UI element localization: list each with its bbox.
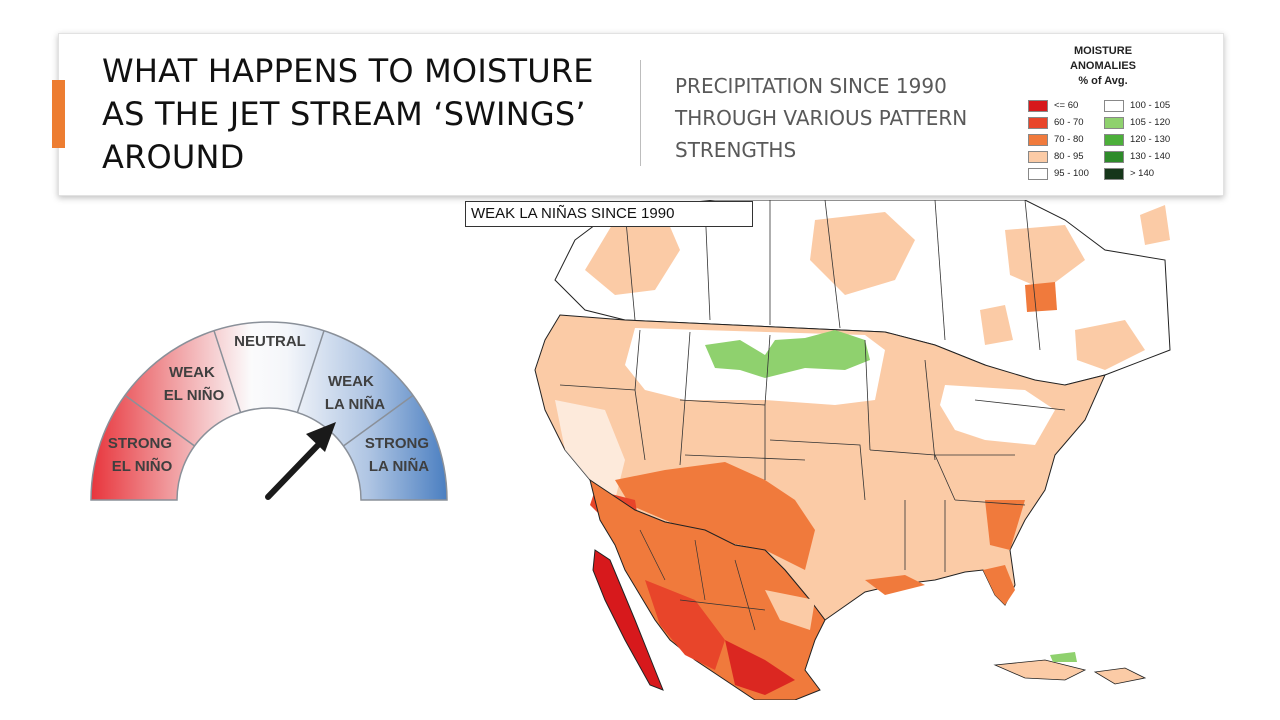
gauge-arc — [90, 321, 448, 501]
moisture-legend: MOISTURE ANOMALIES % of Avg. <= 60 60 - … — [1018, 42, 1218, 188]
legend-item: 95 - 100 — [1028, 167, 1089, 180]
legend-title-line: MOISTURE — [1073, 45, 1133, 57]
legend-swatch — [1104, 116, 1124, 129]
legend-swatch — [1028, 150, 1048, 163]
enso-gauge: STRONG EL NIÑO WEAK EL NIÑO NEUTRAL WEAK… — [90, 321, 448, 501]
canada-region — [554, 200, 1171, 391]
legend-label: <= 60 — [1054, 100, 1079, 111]
usa-region — [534, 314, 1106, 621]
gauge-dividers — [124, 330, 414, 447]
gauge-label-weak-la-nina: WEAK LA NIÑA — [325, 373, 385, 413]
legend-label: 70 - 80 — [1054, 134, 1084, 145]
gauge-label-strong-el-nino: STRONG EL NIÑO — [108, 435, 176, 475]
legend-label: 105 - 120 — [1130, 117, 1171, 128]
legend-item: 80 - 95 — [1028, 150, 1084, 163]
caribbean-islands — [993, 652, 1147, 685]
slide-subtitle: PRECIPITATION SINCE 1990 THROUGH VARIOUS… — [675, 74, 968, 162]
legend-swatch — [1104, 99, 1124, 112]
gauge-pointer-arrow — [265, 422, 336, 500]
legend-swatch — [1028, 116, 1048, 129]
legend-label: > 140 — [1130, 168, 1155, 179]
legend-label: 60 - 70 — [1054, 117, 1084, 128]
legend-item: 130 - 140 — [1104, 150, 1170, 163]
legend-item: 105 - 120 — [1104, 116, 1170, 129]
slide-title: WHAT HAPPENS TO MOISTURE AS THE JET STRE… — [102, 52, 594, 176]
legend-swatch — [1028, 133, 1048, 146]
gauge-label-neutral: NEUTRAL — [234, 333, 306, 350]
legend-swatch — [1104, 150, 1124, 163]
legend-label: 120 - 130 — [1130, 134, 1171, 145]
accent-bar — [52, 80, 65, 148]
legend-item: 60 - 70 — [1028, 116, 1084, 129]
legend-label: 130 - 140 — [1130, 151, 1171, 162]
legend-item: <= 60 — [1028, 99, 1078, 112]
legend-item: 70 - 80 — [1028, 133, 1084, 146]
legend-title-line: % of Avg. — [1078, 75, 1128, 87]
legend-item: > 140 — [1104, 167, 1154, 180]
legend-label: 80 - 95 — [1054, 151, 1084, 162]
legend-swatch — [1104, 167, 1124, 180]
legend-swatch — [1028, 99, 1048, 112]
legend-label: 95 - 100 — [1054, 168, 1089, 179]
legend-swatch — [1104, 133, 1124, 146]
gauge-label-weak-el-nino: WEAK EL NIÑO — [164, 364, 225, 404]
header-divider — [640, 60, 641, 166]
legend-item: 120 - 130 — [1104, 133, 1170, 146]
legend-item: 100 - 105 — [1104, 99, 1170, 112]
map-label: WEAK LA NIÑAS SINCE 1990 — [465, 201, 753, 227]
mexico-region — [589, 478, 826, 700]
legend-title-line: ANOMALIES — [1070, 60, 1136, 72]
legend-title: MOISTURE ANOMALIES % of Avg. — [1018, 44, 1188, 89]
legend-swatch — [1028, 167, 1048, 180]
north-america-precip-map — [534, 200, 1171, 700]
gauge-label-strong-la-nina: STRONG LA NIÑA — [365, 435, 433, 475]
legend-label: 100 - 105 — [1130, 100, 1171, 111]
